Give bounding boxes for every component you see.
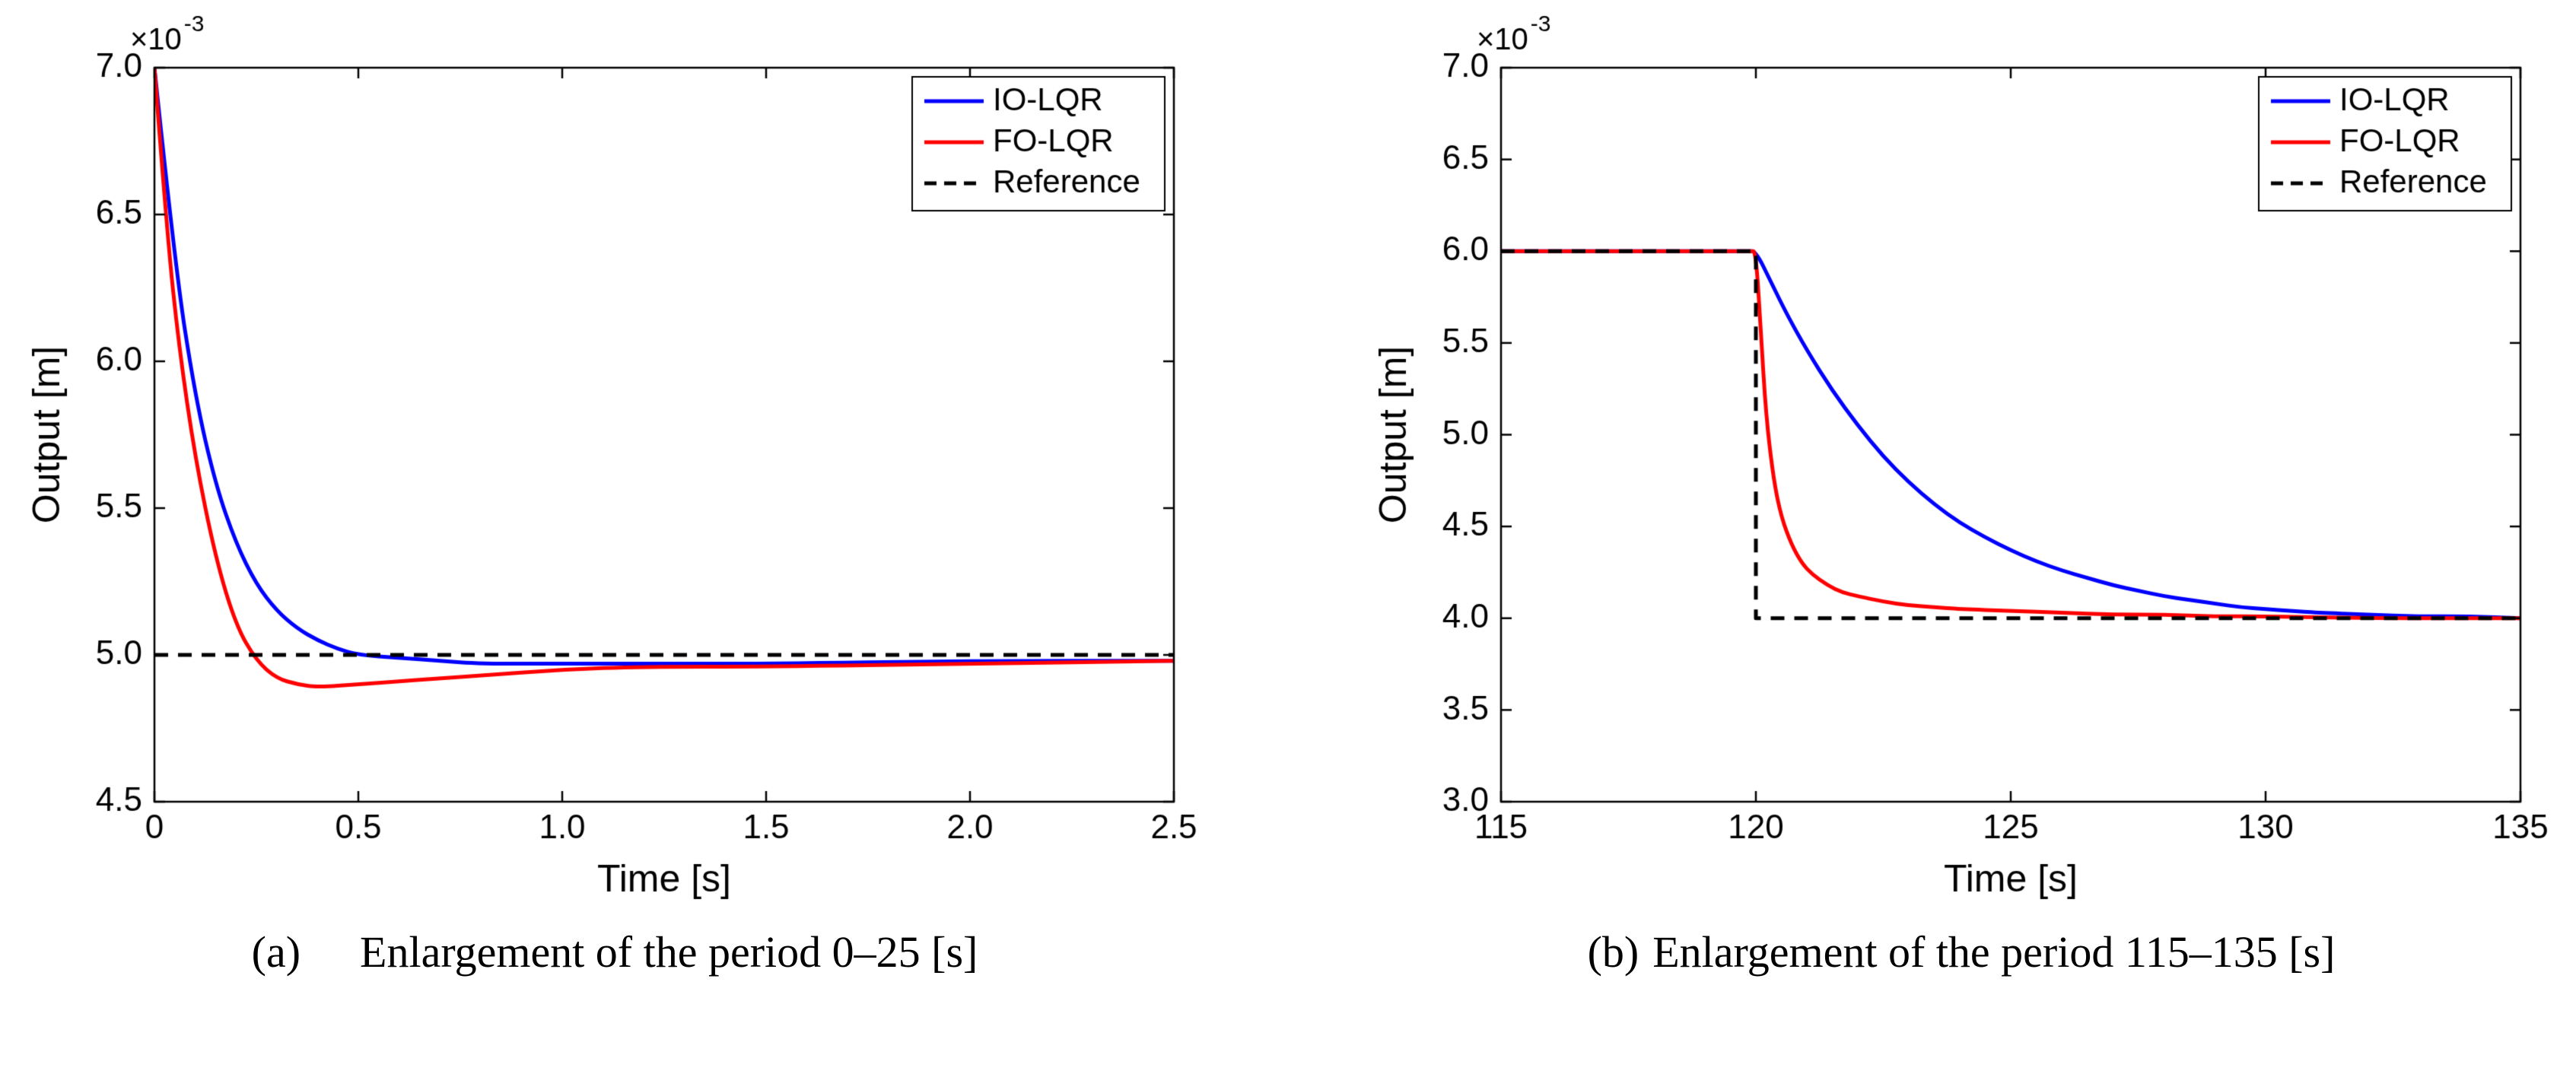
figure-a-caption-label: (a) — [251, 927, 301, 977]
figure-b-caption: (b) Enlargement of the period 115–135 [s] — [1588, 926, 2336, 977]
figure-a: (a) Enlargement of the period 0–25 [s] — [21, 11, 1208, 977]
figure-a-caption-text: Enlargement of the period 0–25 [s] — [360, 927, 978, 977]
figure-b-caption-label: (b) — [1587, 927, 1639, 977]
figure-b-caption-text: Enlargement of the period 115–135 [s] — [1652, 927, 2336, 977]
figure-a-caption: (a) Enlargement of the period 0–25 [s] — [252, 926, 978, 977]
chart-a-canvas — [21, 11, 1208, 916]
figure-b: (b) Enlargement of the period 115–135 [s] — [1368, 11, 2555, 977]
chart-b-canvas — [1368, 11, 2555, 916]
